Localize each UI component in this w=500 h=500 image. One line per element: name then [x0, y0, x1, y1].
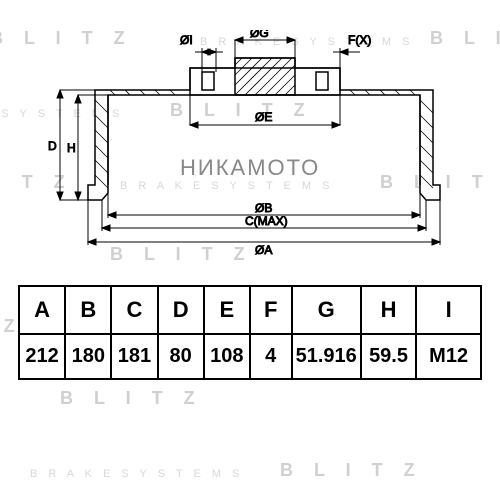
col-value: 59.5: [361, 334, 416, 379]
col-header: E: [204, 286, 250, 334]
col-value: 212: [19, 334, 65, 379]
dim-D: D: [48, 139, 57, 153]
dim-OB: ØB: [255, 201, 272, 215]
col-header: F: [250, 286, 292, 334]
dim-FX: F(X): [348, 33, 371, 47]
col-header: D: [158, 286, 204, 334]
col-value: 181: [111, 334, 157, 379]
dim-OE: ØE: [255, 110, 272, 124]
col-header: I: [416, 286, 481, 334]
col-header: C: [111, 286, 157, 334]
col-header: A: [19, 286, 65, 334]
table-header-row: ABCDEFGHI: [19, 286, 481, 334]
col-value: 80: [158, 334, 204, 379]
col-value: 180: [65, 334, 111, 379]
spec-table: ABCDEFGHI 21218018180108451.91659.5M12: [18, 285, 482, 380]
dim-OG: ØG: [250, 30, 269, 40]
technical-drawing: D H ØI ØG F(X): [40, 30, 470, 260]
col-value: 4: [250, 334, 292, 379]
watermark-brake-4: B R A K E S Y S T E M S: [30, 468, 243, 480]
dim-CMAX: C(MAX): [245, 214, 288, 228]
col-header: H: [361, 286, 416, 334]
figure-canvas: B L I T Z B R A K E S Y S T E M S B L I …: [0, 0, 500, 500]
watermark-blitz-11: B L I T Z: [280, 460, 423, 481]
table-value-row: 21218018180108451.91659.5M12: [19, 334, 481, 379]
dim-OA: ØA: [255, 243, 272, 257]
col-value: 108: [204, 334, 250, 379]
dim-OI: ØI: [180, 33, 193, 47]
col-header: G: [292, 286, 361, 334]
col-value: 51.916: [292, 334, 361, 379]
watermark-blitz-9: B L I T Z: [60, 388, 203, 409]
dim-H: H: [67, 141, 76, 155]
col-value: M12: [416, 334, 481, 379]
center-brand: НИКАМОТО: [180, 155, 320, 181]
col-header: B: [65, 286, 111, 334]
